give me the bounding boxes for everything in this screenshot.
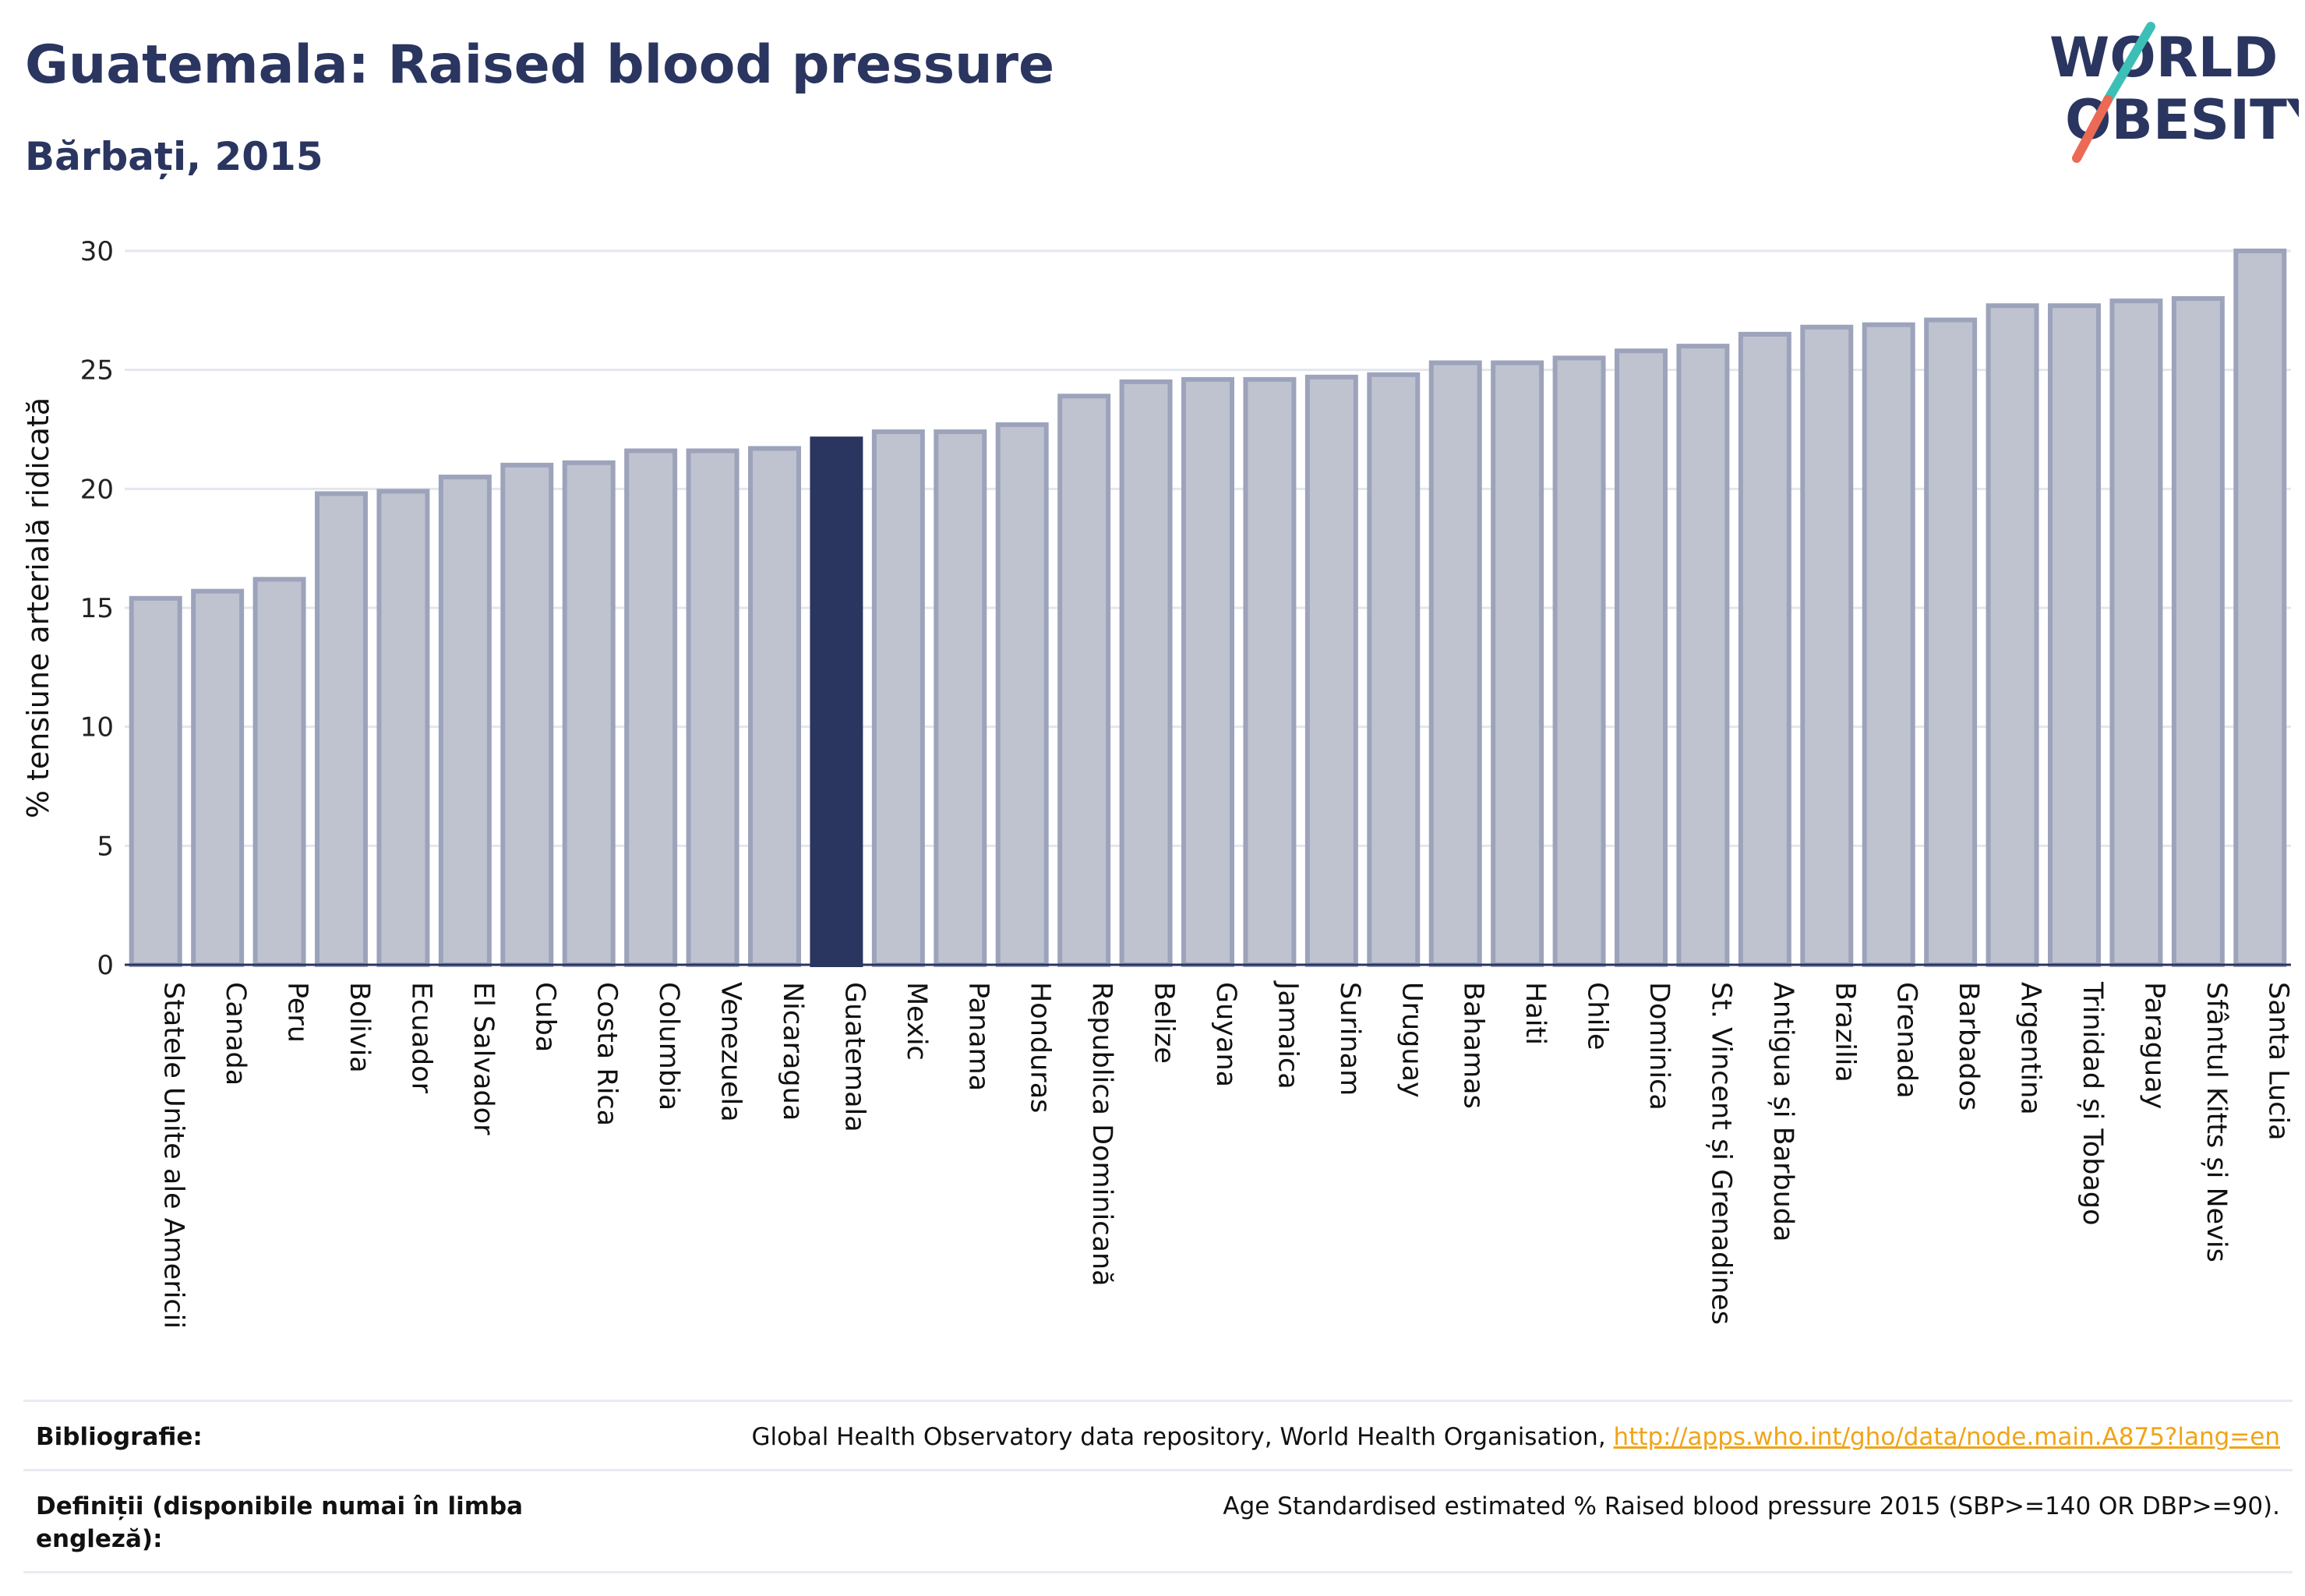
bar [1552, 355, 1606, 967]
logo-red-slash [2072, 95, 2113, 163]
footer-definition-row: Definiții (disponibile numai în limba en… [23, 1469, 2293, 1573]
x-tick-label: Bolivia [344, 982, 375, 1073]
logo-teal-slash [2103, 22, 2155, 104]
bar [1924, 317, 1978, 967]
x-tick-label: Costa Rica [591, 982, 623, 1126]
x-tick-label: Trinidad și Tobago [2077, 981, 2108, 1226]
x-tick-label: Venezuela [715, 982, 747, 1122]
x-tick-label: Mexic [901, 982, 932, 1061]
x-tick-label: Belize [1149, 982, 1180, 1064]
bar [1862, 322, 1915, 967]
bar [1057, 394, 1111, 967]
bar [1676, 344, 1730, 967]
definition-label: Definiții (disponibile numai în limba en… [36, 1492, 524, 1553]
x-tick-label: Argentina [2015, 982, 2046, 1115]
x-tick-label: Statele Unite ale Americii [158, 982, 189, 1329]
bar [315, 491, 368, 967]
bar [1243, 376, 1297, 967]
x-tick-label: Haiti [1520, 982, 1551, 1045]
bar-chart: 0 5 10 15 20 25 30 Statele Unite ale Americii Ca… [21, 236, 2293, 1329]
bibliography-label: Bibliografie: [36, 1423, 203, 1451]
definition-text: Age Standardised estimated % Raised bloo… [1223, 1492, 2280, 1520]
logo-line1: WORLD [2049, 26, 2278, 90]
x-tick-label: Republica Dominicană [1086, 982, 1117, 1287]
x-tick-label: Antigua și Barbuda [1767, 982, 1798, 1242]
bar [1367, 372, 1421, 968]
y-tick-label: 30 [80, 236, 114, 267]
x-tick-label: Panama [962, 982, 994, 1091]
bar [1119, 379, 1173, 967]
bar [376, 489, 430, 967]
bar [129, 595, 182, 968]
x-tick-label: Ecuador [405, 982, 436, 1094]
x-tick-label: Sfântul Kitts și Nevis [2201, 982, 2232, 1262]
chart-title: Guatemala: Raised blood pressure [25, 34, 1055, 96]
bar [995, 422, 1049, 967]
x-tick-label: Peru [282, 982, 313, 1043]
bar [624, 448, 678, 967]
bar [500, 462, 554, 967]
x-tick-label: St. Vincent și Grenadines [1705, 982, 1736, 1325]
bibliography-text: Global Health Observatory data repositor… [751, 1421, 2280, 1453]
x-tick-label: Surinam [1334, 982, 1365, 1096]
y-axis-label: % tensiune arterială ridicată [21, 397, 55, 818]
bar [2109, 298, 2163, 967]
bar [1491, 360, 1544, 967]
bar [2233, 249, 2287, 967]
chart-footer: Bibliografie: Global Health Observatory … [23, 1400, 2293, 1573]
bar [871, 429, 925, 967]
x-tick-label: Barbados [1953, 982, 1984, 1110]
bar [191, 588, 245, 967]
x-tick-label: El Salvador [468, 982, 499, 1135]
y-tick-label: 15 [80, 593, 114, 624]
x-tick-label: Canada [220, 982, 251, 1086]
bar [2171, 296, 2225, 968]
bar [1986, 303, 2039, 967]
bibliography-source: Global Health Observatory data repositor… [751, 1423, 1614, 1451]
x-tick-label: Cuba [529, 982, 560, 1052]
x-tick-label: Grenada [1891, 982, 1922, 1099]
x-tick-label: Brazilia [1829, 982, 1860, 1082]
y-tick-label: 25 [80, 355, 114, 387]
x-tick-label: Nicaragua [777, 982, 808, 1121]
x-tick-label: Guyana [1210, 982, 1241, 1087]
y-tick-label: 10 [80, 712, 114, 743]
bar [562, 460, 616, 967]
footer-bibliography-row: Bibliografie: Global Health Observatory … [23, 1400, 2293, 1469]
bar [686, 448, 740, 967]
bibliography-link[interactable]: http://apps.who.int/gho/data/node.main.A… [1613, 1423, 2280, 1451]
y-tick-label: 5 [97, 831, 114, 862]
bar [1181, 376, 1234, 967]
x-tick-label: Bahamas [1458, 982, 1489, 1109]
y-tick-label: 20 [80, 474, 114, 505]
bar [252, 577, 306, 967]
bar [810, 436, 863, 967]
bar [934, 429, 987, 967]
x-tick-label: Santa Lucia [2262, 982, 2293, 1141]
bar [438, 475, 492, 967]
bar [1800, 324, 1854, 967]
x-tick-label: Jamaica [1272, 980, 1303, 1089]
y-tick-label: 0 [97, 950, 114, 981]
x-tick-label: Paraguay [2138, 982, 2169, 1109]
bar [2048, 303, 2101, 967]
bar [1428, 360, 1482, 967]
x-tick-label: Columbia [653, 982, 684, 1110]
x-tick-label: Uruguay [1396, 982, 1427, 1098]
chart-subtitle: Bărbați, 2015 [25, 134, 323, 179]
x-tick-label: Chile [1582, 982, 1613, 1050]
x-tick-label: Dominica [1643, 982, 1675, 1110]
bar [1738, 331, 1791, 968]
bar [1615, 348, 1668, 967]
bar [748, 446, 801, 967]
bar [1304, 374, 1358, 967]
world-obesity-logo: WORLD OBESITY [2049, 22, 2299, 163]
x-tick-label: Guatemala [838, 982, 870, 1132]
x-tick-label: Honduras [1025, 982, 1056, 1113]
